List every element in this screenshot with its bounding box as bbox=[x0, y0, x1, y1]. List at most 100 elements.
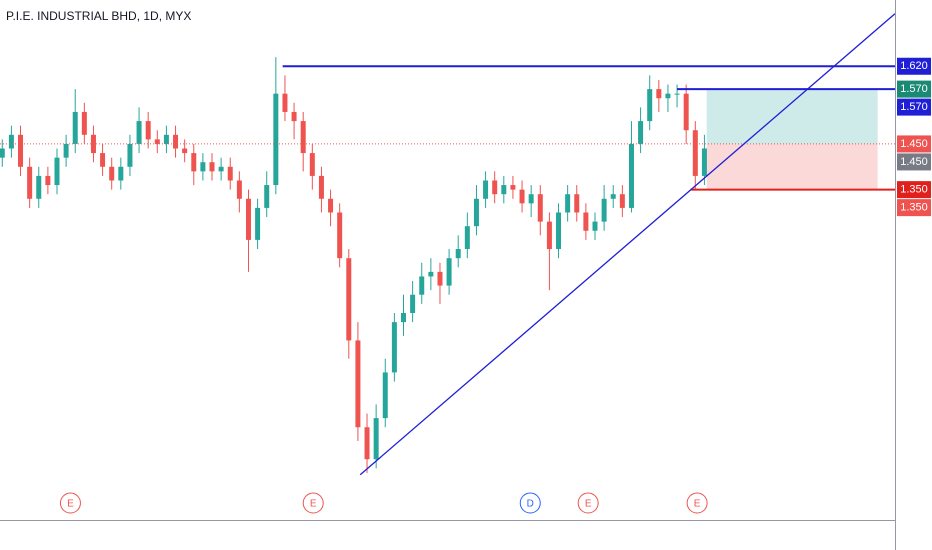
candle-body bbox=[437, 271, 443, 286]
trend-line bbox=[359, 13, 896, 476]
candle-body bbox=[118, 166, 124, 181]
candle-body bbox=[145, 121, 151, 140]
price-tag-label: 1.350 bbox=[900, 202, 928, 214]
event-marker bbox=[59, 492, 81, 514]
candle-body bbox=[264, 185, 270, 208]
candle-body bbox=[291, 111, 297, 122]
candle-body bbox=[455, 249, 461, 259]
candle-body bbox=[446, 258, 452, 286]
candle-body bbox=[209, 162, 215, 172]
candle-body bbox=[537, 194, 543, 222]
candle-body bbox=[346, 258, 352, 341]
candle-body bbox=[355, 340, 361, 428]
price-tag-label: 1.620 bbox=[900, 60, 928, 72]
price-tag bbox=[897, 135, 931, 153]
event-label: E bbox=[694, 499, 701, 510]
candle-body bbox=[364, 427, 370, 460]
price-tag bbox=[897, 57, 931, 75]
candle-body bbox=[574, 194, 580, 213]
candle-body bbox=[556, 212, 562, 250]
candle-body bbox=[245, 198, 251, 240]
price-tag-label: 1.570 bbox=[900, 101, 928, 113]
candle-body bbox=[610, 194, 616, 199]
price-tag bbox=[897, 181, 931, 199]
candle-body bbox=[182, 148, 188, 154]
candle-body bbox=[36, 175, 42, 199]
candle-body bbox=[282, 93, 288, 112]
candle-body bbox=[81, 111, 87, 135]
candle-body bbox=[592, 221, 598, 231]
candle-body bbox=[63, 143, 69, 158]
candle-body bbox=[473, 198, 479, 227]
candle-body bbox=[318, 175, 324, 199]
event-marker bbox=[302, 492, 324, 514]
price-tag-label: 1.570 bbox=[900, 83, 928, 95]
price-tag bbox=[897, 98, 931, 116]
candle-body bbox=[546, 221, 552, 250]
candle-body bbox=[54, 157, 60, 186]
event-label: E bbox=[585, 499, 592, 510]
candle-body bbox=[100, 153, 106, 167]
price-tag bbox=[897, 80, 931, 98]
price-tag bbox=[897, 199, 931, 217]
candle-body bbox=[136, 121, 142, 144]
candle-body bbox=[218, 166, 224, 172]
candle-body bbox=[492, 180, 498, 195]
event-marker bbox=[519, 492, 541, 514]
candle-body bbox=[373, 418, 379, 460]
candle-body bbox=[638, 121, 644, 144]
candle-body bbox=[273, 93, 279, 186]
candle-body bbox=[583, 212, 589, 231]
candle-body bbox=[647, 89, 653, 122]
candle-body bbox=[72, 111, 78, 144]
candle-body bbox=[328, 198, 334, 213]
candle-body bbox=[665, 93, 671, 99]
candle-body bbox=[619, 194, 625, 208]
candle-body bbox=[528, 194, 534, 204]
candle-body bbox=[163, 134, 169, 144]
candle-body bbox=[419, 276, 425, 295]
candle-body bbox=[683, 93, 689, 131]
price-tag-label: 1.450 bbox=[900, 138, 928, 150]
candle-body bbox=[519, 189, 525, 204]
event-marker bbox=[686, 492, 708, 514]
candle-body bbox=[0, 148, 5, 158]
position-stop-zone bbox=[706, 143, 878, 190]
candle-body bbox=[191, 153, 197, 172]
candle-body bbox=[236, 180, 242, 199]
candle-body bbox=[428, 271, 434, 277]
candle-body bbox=[154, 139, 160, 144]
candle-body bbox=[173, 134, 179, 149]
candle-body bbox=[483, 180, 489, 199]
candle-body bbox=[227, 166, 233, 181]
candle-body bbox=[656, 89, 662, 99]
event-label: D bbox=[527, 499, 534, 510]
candle-body bbox=[300, 121, 306, 154]
candle-body bbox=[692, 130, 698, 176]
candle-body bbox=[464, 226, 470, 250]
price-tag-label: 1.350 bbox=[900, 184, 928, 196]
price-tag-label: 1.450 bbox=[900, 156, 928, 168]
candle-body bbox=[382, 372, 388, 419]
chart-title: P.I.E. INDUSTRIAL BHD, 1D, MYX bbox=[6, 9, 191, 23]
candle-body bbox=[401, 313, 407, 323]
candle-body bbox=[410, 294, 416, 314]
candle-body bbox=[701, 148, 707, 176]
candle-body bbox=[510, 185, 516, 190]
event-marker bbox=[577, 492, 599, 514]
price-tag bbox=[897, 153, 931, 171]
candle-body bbox=[18, 134, 24, 167]
candle-body bbox=[601, 198, 607, 222]
candle-body bbox=[8, 134, 14, 149]
candle-body bbox=[337, 212, 343, 259]
candle-body bbox=[674, 93, 680, 95]
candle-body bbox=[309, 153, 315, 176]
event-label: E bbox=[67, 499, 74, 510]
candle-body bbox=[255, 207, 261, 240]
candle-body bbox=[27, 166, 33, 199]
candle-body bbox=[200, 162, 206, 172]
candle-body bbox=[109, 166, 115, 181]
candle-body bbox=[628, 143, 634, 208]
